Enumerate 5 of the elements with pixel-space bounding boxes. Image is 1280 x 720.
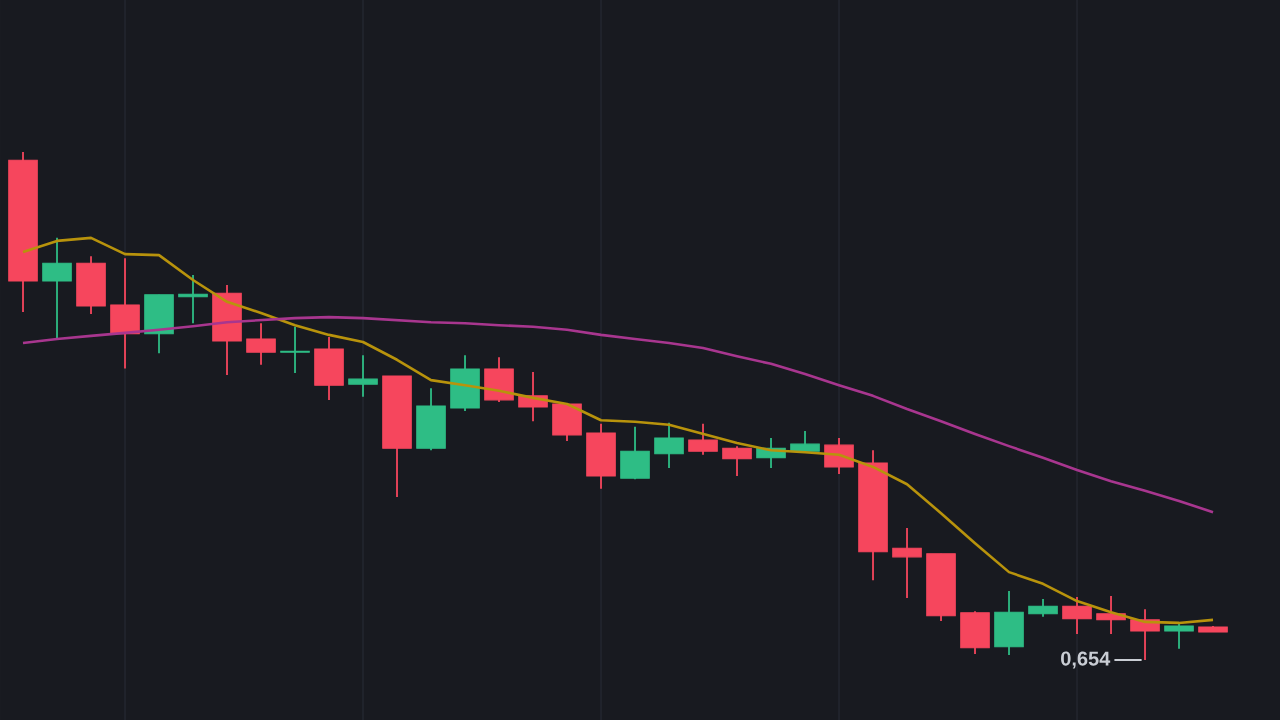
annotation: 0,654 [1061,651,1111,669]
candlestick [280,325,310,374]
candlestick [348,354,378,398]
candlestick [892,527,922,599]
candlestick [1164,623,1194,650]
